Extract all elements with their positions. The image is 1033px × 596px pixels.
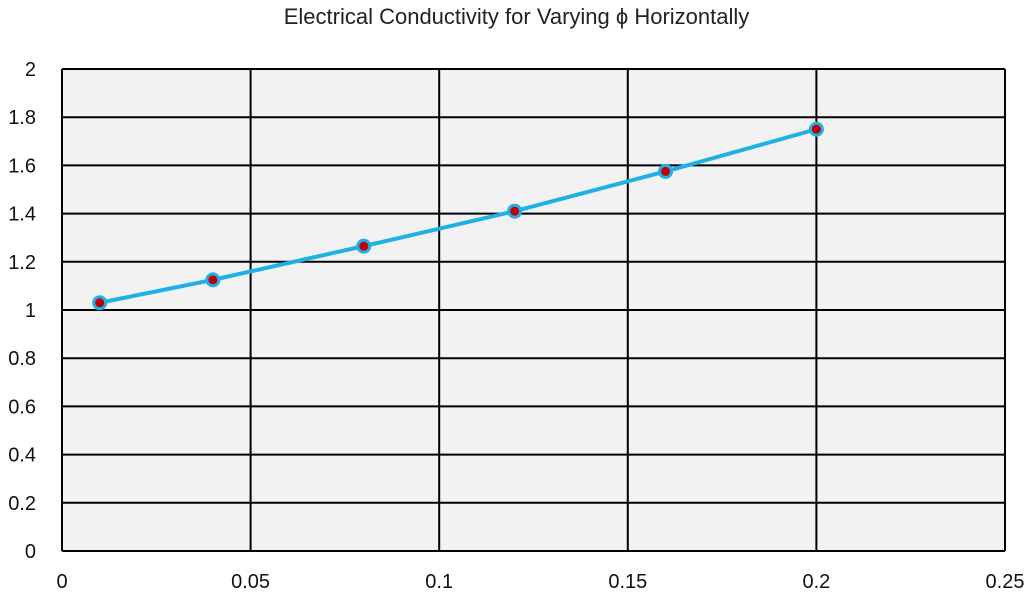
x-tick-label-5: 0.25: [986, 571, 1025, 593]
data-points: [92, 121, 824, 311]
y-tick-label-7: 1.4: [8, 204, 36, 226]
y-tick-label-8: 1.6: [8, 155, 36, 177]
x-tick-label-0: 0: [56, 571, 67, 593]
y-tick-label-2: 0.4: [8, 445, 36, 467]
data-point-1: [205, 272, 221, 288]
y-tick-label-10: 2: [25, 59, 36, 81]
grid-lines: [61, 68, 1006, 552]
x-tick-label-2: 0.1: [425, 571, 453, 593]
chart-title: Electrical Conductivity for Varying ϕ Ho…: [283, 4, 750, 29]
y-tick-label-9: 1.8: [8, 107, 36, 129]
y-axis-ticks: 0 0.2 0.4 0.6 0.8 1 1.2 1.4 1.6 1.8 2: [8, 59, 36, 563]
data-point-2: [356, 238, 372, 254]
data-point-3: [507, 203, 523, 219]
data-point-5: [808, 121, 824, 137]
series-line-group: [97, 127, 819, 305]
x-tick-label-1: 0.05: [231, 571, 270, 593]
data-point-0: [92, 295, 108, 311]
y-tick-label-1: 0.2: [8, 493, 36, 515]
y-tick-label-0: 0: [25, 541, 36, 563]
y-tick-label-3: 0.6: [8, 396, 36, 418]
y-tick-label-5: 1: [25, 300, 36, 322]
data-point-4: [658, 163, 674, 179]
series-line-0: [97, 127, 819, 305]
x-tick-label-3: 0.15: [608, 571, 647, 593]
y-tick-label-4: 0.8: [8, 348, 36, 370]
y-tick-label-6: 1.2: [8, 252, 36, 274]
x-axis-ticks: 0 0.05 0.1 0.15 0.2 0.25: [56, 571, 1024, 593]
x-tick-label-4: 0.2: [802, 571, 830, 593]
